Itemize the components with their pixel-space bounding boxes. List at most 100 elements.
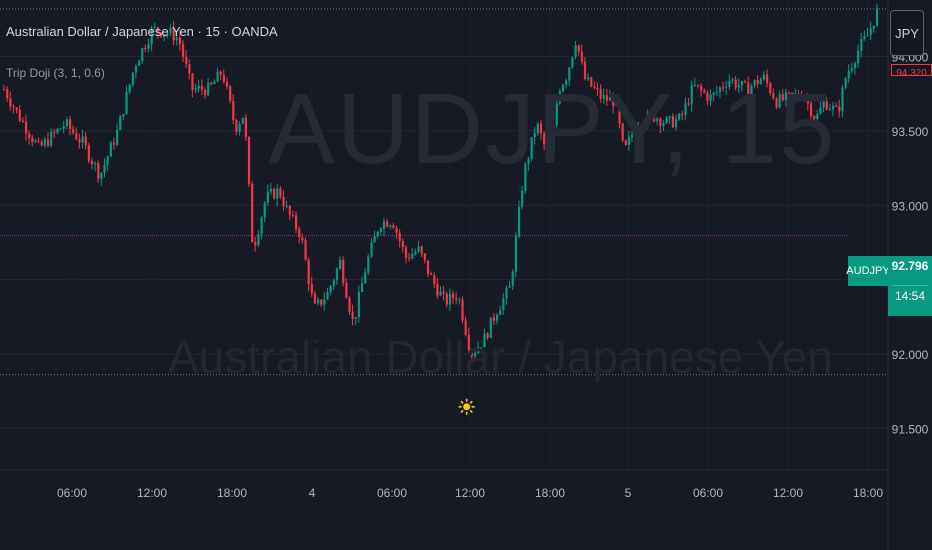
- candle-body: [342, 259, 345, 283]
- candle-body: [828, 109, 832, 111]
- candle-body: [301, 237, 304, 241]
- candle-body: [197, 85, 200, 89]
- time-tick-label: 18:00: [535, 486, 565, 500]
- chart-title[interactable]: Australian Dollar / Japanese Yen · 15 · …: [6, 24, 278, 39]
- candle-body: [448, 293, 452, 305]
- candle-body: [474, 352, 477, 357]
- candle-body: [580, 51, 583, 62]
- high-price-tag: 94.320: [891, 64, 932, 76]
- candle-body: [737, 85, 740, 88]
- candle-body: [37, 140, 40, 142]
- candle-body: [3, 89, 6, 91]
- candle-body: [75, 132, 78, 140]
- candle-body: [492, 317, 496, 321]
- candle-body: [750, 86, 753, 95]
- candle-body: [552, 124, 555, 152]
- candle-body: [634, 132, 637, 135]
- candle-body: [684, 103, 687, 115]
- indicator-legend[interactable]: Trip Doji (3, 1, 0.6): [6, 66, 105, 80]
- candle-body: [486, 333, 489, 338]
- last-price-tag: 92.796 14:54: [888, 256, 932, 316]
- candle-body: [144, 48, 147, 50]
- candle-body: [461, 299, 464, 321]
- candle-body: [844, 78, 847, 88]
- candle-body: [715, 91, 718, 93]
- candle-body: [480, 347, 483, 349]
- candle-body: [621, 123, 624, 141]
- candle-body: [313, 293, 317, 304]
- candle-body: [659, 118, 662, 127]
- candle-body: [251, 183, 254, 243]
- candle-body: [379, 228, 382, 232]
- candle-body: [24, 121, 28, 134]
- candle-body: [467, 334, 470, 351]
- time-tick-label: 5: [625, 486, 632, 500]
- candle-body: [825, 101, 828, 110]
- candle-body: [477, 347, 480, 353]
- candle-body: [94, 163, 97, 165]
- candle-body: [382, 221, 386, 229]
- price-tick-label: 91.500: [892, 422, 929, 436]
- candle-body: [6, 89, 9, 99]
- candle-body: [612, 97, 615, 107]
- candle-body: [138, 60, 141, 66]
- grid: [0, 0, 889, 550]
- candle-body: [285, 205, 288, 207]
- candle-body: [276, 188, 279, 199]
- candle-body: [351, 311, 354, 319]
- candle-body: [345, 282, 348, 298]
- candle-body: [210, 82, 213, 85]
- candle-body: [756, 80, 759, 85]
- candle-body: [72, 128, 75, 133]
- candle-body: [357, 291, 361, 318]
- candle-body: [263, 202, 266, 218]
- candle-body: [527, 159, 530, 165]
- currency-button[interactable]: JPY: [890, 10, 924, 56]
- candle-body: [84, 136, 87, 146]
- candle-body: [574, 45, 577, 57]
- candle-body: [9, 98, 12, 107]
- candle-body: [853, 63, 857, 69]
- candle-body: [549, 150, 552, 152]
- candle-body: [747, 82, 750, 95]
- candle-body: [872, 25, 875, 29]
- candle-body: [712, 92, 715, 95]
- candle-body: [59, 128, 62, 130]
- signals: [458, 398, 475, 415]
- candle-body: [674, 119, 678, 128]
- candle-body: [12, 106, 15, 108]
- candle-body: [530, 137, 533, 160]
- candle-body: [568, 67, 571, 81]
- candle-body: [643, 125, 646, 129]
- last-price: 92.796: [891, 259, 929, 273]
- description-watermark: Australian Dollar / Japanese Yen: [168, 331, 833, 383]
- candle-body: [819, 107, 822, 114]
- candle-body: [376, 231, 379, 237]
- candle-body: [687, 103, 690, 105]
- candle-body: [499, 309, 502, 315]
- candle-body: [725, 86, 728, 88]
- candle-body: [791, 92, 794, 95]
- candle-body: [640, 127, 643, 129]
- candle-body: [841, 87, 844, 112]
- candle-body: [423, 253, 426, 261]
- candle-body: [740, 81, 744, 86]
- candle-body: [521, 190, 524, 207]
- candle-body: [62, 126, 65, 129]
- candle-body: [398, 232, 401, 242]
- candle-body: [571, 56, 574, 68]
- candle-body: [718, 87, 722, 92]
- candle-body: [106, 156, 109, 165]
- time-tick-label: 18:00: [853, 486, 883, 500]
- time-tick-label: 12:00: [137, 486, 167, 500]
- candle-body: [128, 84, 131, 93]
- candle-body: [426, 260, 430, 274]
- candle-body: [627, 137, 631, 145]
- candle-body: [514, 236, 518, 272]
- candle-body: [244, 117, 247, 137]
- symbol-tag: AUDJPY: [846, 256, 890, 286]
- candle-body: [784, 92, 788, 101]
- candle-body: [772, 93, 775, 99]
